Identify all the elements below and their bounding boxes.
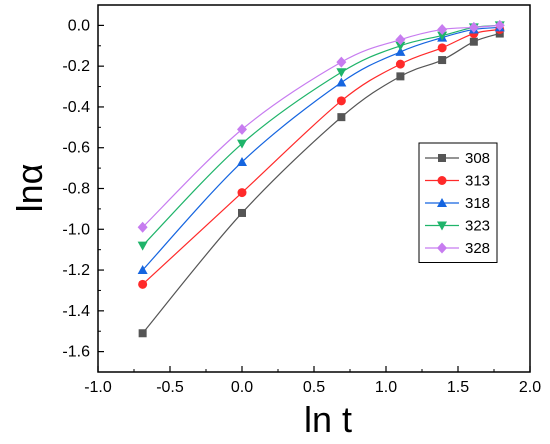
data-point-318 bbox=[237, 156, 247, 166]
data-point-323 bbox=[395, 41, 406, 51]
data-point-313 bbox=[138, 279, 148, 289]
y-tick-label: -0.8 bbox=[62, 181, 90, 198]
legend-label-318: 318 bbox=[465, 195, 490, 212]
legend-marker-323 bbox=[437, 221, 447, 231]
data-point-328 bbox=[437, 23, 448, 35]
y-tick-label: 0.0 bbox=[68, 17, 90, 34]
legend-marker-308 bbox=[438, 154, 446, 162]
x-tick-label: 1.0 bbox=[375, 379, 397, 396]
y-tick-label: -0.6 bbox=[62, 140, 90, 157]
legend-marker-313 bbox=[437, 176, 447, 185]
y-tick-label: -1.4 bbox=[62, 303, 90, 320]
legend-marker-318 bbox=[437, 198, 447, 207]
y-tick-label: -0.4 bbox=[62, 99, 90, 116]
x-axis-ticks: -1.0 -0.5 0.0 0.5 1.0 1.5 2.0 bbox=[84, 366, 541, 396]
y-tick-label: -1.0 bbox=[62, 221, 90, 238]
data-point-323 bbox=[237, 139, 247, 149]
data-point-313 bbox=[237, 188, 247, 198]
data-point-308 bbox=[138, 329, 147, 338]
data-point-313 bbox=[437, 43, 447, 53]
data-point-328 bbox=[395, 34, 406, 46]
data-point-323 bbox=[137, 241, 148, 251]
data-point-328 bbox=[137, 221, 148, 233]
legend-label-328: 328 bbox=[465, 240, 490, 257]
data-point-308 bbox=[469, 37, 478, 46]
y-tick-label: -1.2 bbox=[62, 262, 90, 279]
legend-label-313: 313 bbox=[465, 173, 490, 190]
data-point-328 bbox=[494, 19, 505, 31]
y-axis-ticks: 0.0 -0.2 -0.4 -0.6 -0.8 -1.0 -1.2 -1.4 -1.6 bbox=[62, 17, 104, 361]
y-tick-label: -0.2 bbox=[62, 58, 90, 75]
data-point-323 bbox=[437, 31, 448, 41]
x-tick-label: 2.0 bbox=[519, 379, 541, 396]
data-point-318 bbox=[336, 77, 347, 87]
data-point-308 bbox=[396, 72, 405, 81]
data-point-313 bbox=[395, 59, 405, 69]
x-tick-label: 0.5 bbox=[303, 379, 325, 396]
data-point-328 bbox=[468, 21, 479, 33]
legend: 308 313 318 323 328 bbox=[418, 142, 498, 263]
legend-marker-328 bbox=[437, 242, 447, 254]
x-tick-label: 1.5 bbox=[447, 379, 469, 396]
data-point-318 bbox=[137, 265, 148, 275]
data-point-308 bbox=[337, 113, 346, 122]
y-axis-label: lnα bbox=[9, 164, 50, 213]
data-point-318 bbox=[395, 46, 406, 56]
data-point-323 bbox=[336, 68, 347, 78]
data-point-328 bbox=[237, 123, 247, 135]
x-tick-label: -1.0 bbox=[84, 379, 112, 396]
data-point-308 bbox=[438, 56, 447, 65]
data-point-308 bbox=[238, 208, 246, 217]
data-point-313 bbox=[336, 96, 346, 106]
legend-label-323: 323 bbox=[465, 218, 490, 235]
x-axis-label: ln t bbox=[304, 399, 352, 440]
data-point-328 bbox=[336, 56, 347, 68]
y-tick-label: -1.6 bbox=[62, 344, 90, 361]
series-markers bbox=[137, 19, 505, 338]
legend-label-308: 308 bbox=[465, 150, 490, 167]
x-tick-label: 0.0 bbox=[231, 379, 253, 396]
x-tick-label: -0.5 bbox=[156, 379, 184, 396]
